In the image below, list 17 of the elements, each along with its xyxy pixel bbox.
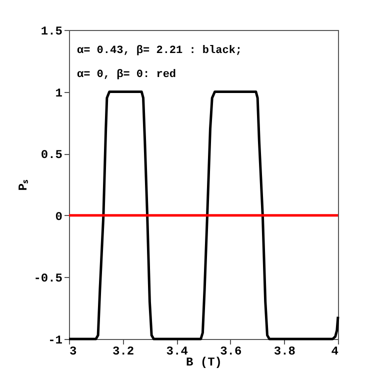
y-tick-label: 1.5: [40, 24, 62, 38]
annotation: α= 0.43, β= 2.21 : black;: [77, 45, 242, 57]
x-tick-label: 3: [70, 344, 77, 358]
y-tick-label: -1: [48, 334, 62, 348]
x-tick-label: 3.8: [274, 344, 296, 358]
line-series: [68, 90, 340, 340]
y-tick-label: 0: [55, 210, 62, 224]
y-tick-label: 1: [55, 86, 62, 100]
x-tick-label: 3.4: [166, 344, 188, 358]
y-axis-title: Pₛ: [16, 179, 31, 191]
annotation: α= 0, β= 0: red: [77, 69, 176, 81]
x-tick-label: 4: [331, 344, 338, 358]
x-axis-title: B (T): [186, 356, 222, 370]
y-tick-label: -0.5: [34, 272, 62, 286]
x-tick-label: 3.6: [220, 344, 242, 358]
y-tick-label: 0.5: [40, 148, 62, 162]
x-tick-label: 3.2: [112, 344, 134, 358]
